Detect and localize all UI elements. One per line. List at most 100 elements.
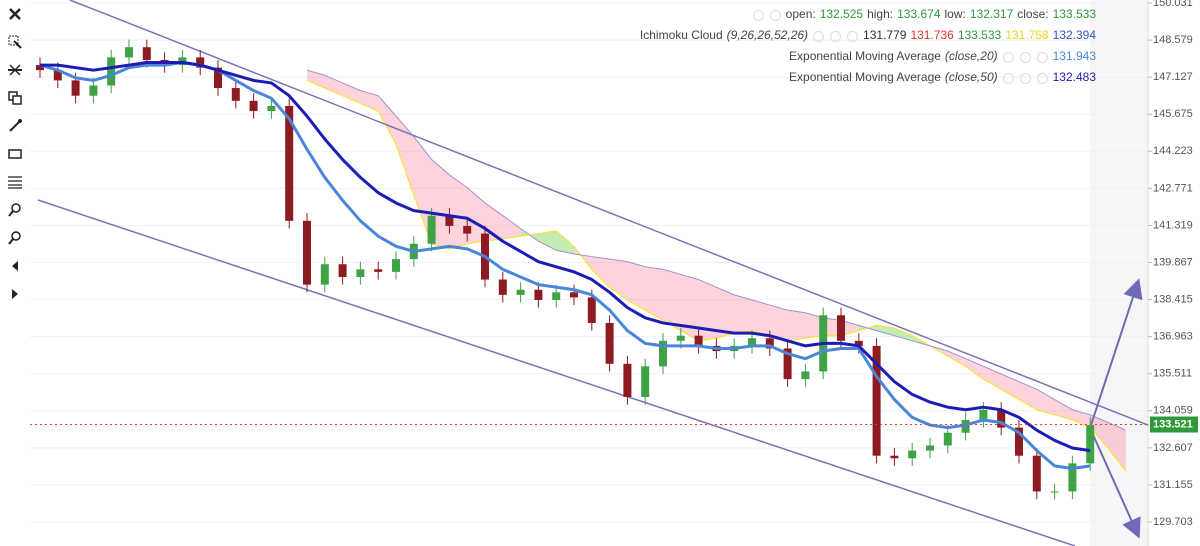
copy-tool[interactable] (0, 84, 30, 112)
legend-indicator-row: Ichimoku Cloud (9,26,26,52,26) 131.779 131.… (640, 25, 1096, 46)
y-tick-label: 129.703 (1153, 516, 1193, 528)
candle-body (89, 85, 98, 96)
indicator-name: Exponential Moving Average (789, 49, 941, 63)
cloud-fill (449, 174, 468, 249)
candle-body (783, 348, 792, 380)
candle-body (748, 338, 756, 346)
gear-icon (830, 31, 842, 42)
candle-body (694, 335, 703, 346)
candle-body (231, 88, 240, 101)
legend-indicator-row: Exponential Moving Average (close,20) 131.… (640, 46, 1096, 67)
cloud-fill (431, 159, 450, 249)
gear-icon (769, 10, 781, 21)
rect-tool[interactable] (0, 140, 30, 168)
cloud-fill (1019, 381, 1037, 410)
cloud-fill (663, 269, 681, 331)
cloud-fill (698, 279, 717, 341)
indicator-value: 132.394 (1052, 28, 1096, 42)
candle-body (516, 289, 525, 295)
ohlc-label: low: (944, 7, 966, 21)
indicator-value: 131.736 (910, 28, 954, 42)
candle-body (997, 409, 1006, 428)
candle-body (1086, 425, 1095, 464)
scroll-right-tool[interactable] (0, 280, 30, 308)
cloud-span-b (306, 69, 1126, 431)
candle-body (142, 47, 151, 60)
candle-body (872, 345, 881, 456)
cloud-fill (467, 187, 485, 244)
ohlc-label: close: (1017, 7, 1049, 21)
cloud-fill (324, 75, 343, 96)
indicator-params: (close,50) (944, 70, 998, 84)
indicator-params: (9,26,26,52,26) (726, 28, 809, 42)
future-zone (1090, 0, 1148, 546)
cloud-fill (1036, 389, 1055, 415)
zoom-out-tool[interactable] (0, 224, 30, 252)
indicator-value: 131.758 (1005, 28, 1049, 42)
gear-icon (1019, 73, 1031, 84)
indicator-value: 131.943 (1052, 49, 1096, 63)
candle-body (498, 279, 507, 295)
ema-line (40, 61, 1091, 453)
cloud-fill (591, 256, 610, 288)
candle-body (463, 225, 472, 234)
line-tool[interactable] (0, 112, 30, 140)
cloud-fill (1072, 409, 1091, 428)
candle-body (214, 67, 222, 89)
ohlc-value: 132.525 (819, 7, 864, 21)
candle-body (1015, 427, 1023, 456)
cloud-fill (805, 312, 824, 339)
indicator-value: 133.533 (957, 28, 1002, 42)
zoom-in-tool[interactable] (0, 196, 30, 224)
ohlc-value: 132.317 (969, 7, 1014, 21)
legend: open: 132.525 high: 133.674 low: 132.317 close… (640, 4, 1096, 88)
cloud-fill (876, 325, 895, 336)
last-price-label: 133.521 (1153, 418, 1193, 430)
lines-tool[interactable] (0, 168, 30, 196)
y-tick-label: 141.319 (1153, 219, 1193, 231)
candle-body (427, 215, 436, 244)
candle-body (249, 100, 258, 112)
ema-line (39, 61, 1091, 470)
eye-icon (813, 31, 825, 42)
candle-body (623, 363, 632, 397)
candle-body (552, 292, 561, 300)
eye-icon (1002, 52, 1014, 63)
candle-body (801, 371, 810, 380)
cloud-fill (769, 305, 788, 341)
close-tool[interactable] (0, 0, 30, 28)
cloud-fill (307, 70, 325, 89)
candle-body (926, 445, 934, 451)
toolbar (0, 0, 30, 546)
cursor-tool[interactable] (0, 28, 30, 56)
cloud-fill (1090, 414, 1108, 449)
candle-body (445, 215, 454, 226)
candle-body (1068, 463, 1077, 492)
cloud-fill (787, 310, 806, 341)
candle-body (303, 220, 311, 285)
indicator-value: 131.779 (863, 28, 907, 42)
cloud-fill (342, 82, 361, 104)
candle-body (53, 70, 62, 81)
scroll-left-tool[interactable] (0, 252, 30, 280)
cloud-fill (645, 266, 663, 321)
candle-body (285, 105, 294, 221)
last-price-tag (1150, 416, 1198, 433)
cloud-fill (823, 317, 841, 336)
remove-icon (1036, 73, 1048, 84)
candle-body (605, 322, 614, 364)
y-tick-label: 136.963 (1153, 331, 1193, 343)
candle-body (36, 65, 44, 71)
ohlc-label: open: (785, 7, 816, 21)
candle-body (374, 269, 383, 272)
cloud-fill (716, 287, 735, 339)
cloud-fill (413, 136, 432, 244)
delete-tool[interactable] (0, 56, 30, 84)
candle-body (837, 315, 845, 341)
y-tick-label: 134.059 (1153, 405, 1193, 417)
y-tick-label: 139.867 (1153, 256, 1193, 268)
y-tick-label: 148.579 (1153, 34, 1193, 46)
indicator-params: (close,20) (944, 49, 998, 63)
candle-body (943, 432, 952, 446)
